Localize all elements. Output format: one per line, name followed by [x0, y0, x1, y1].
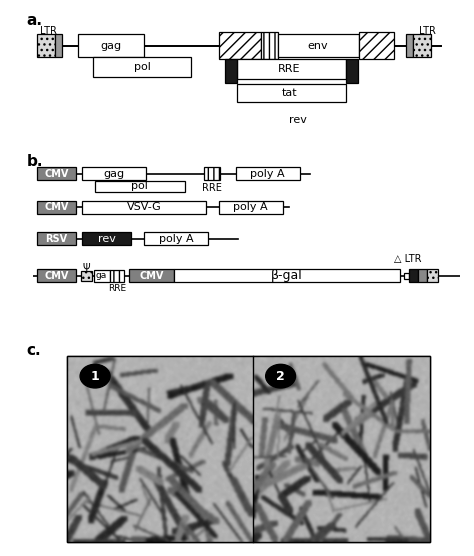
Bar	[404, 273, 410, 279]
Text: RRE: RRE	[108, 284, 126, 292]
Bar	[37, 232, 76, 245]
Text: gag: gag	[100, 41, 121, 51]
Text: VSV-G: VSV-G	[127, 202, 162, 212]
Bar	[144, 232, 208, 245]
Bar	[219, 201, 283, 214]
Bar	[95, 181, 184, 192]
Bar	[67, 356, 430, 542]
Circle shape	[265, 364, 295, 388]
Bar	[82, 167, 146, 180]
Bar	[261, 32, 278, 59]
Bar	[110, 270, 124, 281]
Text: env: env	[308, 41, 328, 51]
Bar	[82, 201, 206, 214]
Bar	[93, 57, 191, 77]
Bar	[36, 34, 55, 57]
Bar	[204, 167, 220, 180]
Bar	[37, 201, 76, 214]
Circle shape	[80, 364, 110, 388]
Text: c.: c.	[27, 344, 41, 358]
Text: LTR: LTR	[419, 26, 436, 36]
Text: rev: rev	[98, 234, 116, 244]
Bar	[174, 269, 400, 282]
Text: △ LTR: △ LTR	[393, 254, 421, 264]
Bar	[237, 83, 346, 102]
Bar	[427, 269, 438, 282]
Bar	[219, 32, 261, 59]
Bar	[406, 34, 413, 57]
Bar	[37, 269, 76, 282]
Text: CMV: CMV	[45, 168, 69, 178]
Bar	[55, 34, 62, 57]
Bar	[94, 270, 110, 281]
Text: b.: b.	[27, 153, 43, 168]
Bar	[78, 34, 144, 57]
Text: poly A: poly A	[233, 202, 268, 212]
Text: tat: tat	[282, 88, 297, 98]
Text: CMV: CMV	[45, 271, 69, 281]
Text: CMV: CMV	[139, 271, 164, 281]
Text: Ψ: Ψ	[82, 263, 91, 273]
Bar	[278, 34, 359, 57]
Text: pol: pol	[131, 181, 148, 191]
Bar	[81, 271, 92, 281]
Bar	[67, 356, 430, 542]
Text: 1: 1	[91, 370, 100, 383]
Text: RSV: RSV	[46, 234, 68, 244]
Bar	[129, 269, 174, 282]
Bar	[237, 59, 346, 79]
Text: a.: a.	[27, 13, 43, 28]
Bar	[418, 269, 427, 282]
Bar	[413, 34, 431, 57]
Text: rev: rev	[289, 115, 307, 125]
Text: pol: pol	[134, 62, 150, 72]
Bar	[346, 59, 358, 83]
Text: gag: gag	[104, 168, 125, 178]
Text: RRE: RRE	[278, 64, 301, 74]
Bar	[82, 232, 131, 245]
Bar	[359, 32, 393, 59]
Text: poly A: poly A	[250, 168, 285, 178]
Bar	[37, 167, 76, 180]
Bar	[236, 167, 300, 180]
Text: RRE: RRE	[202, 183, 222, 193]
Text: β-gal: β-gal	[271, 269, 303, 282]
Bar	[410, 269, 418, 282]
Bar	[225, 59, 237, 83]
Text: CMV: CMV	[45, 202, 69, 212]
Text: ga: ga	[96, 271, 107, 280]
Text: poly A: poly A	[159, 234, 193, 244]
Text: 2: 2	[276, 370, 285, 383]
Text: LTR: LTR	[40, 26, 56, 36]
